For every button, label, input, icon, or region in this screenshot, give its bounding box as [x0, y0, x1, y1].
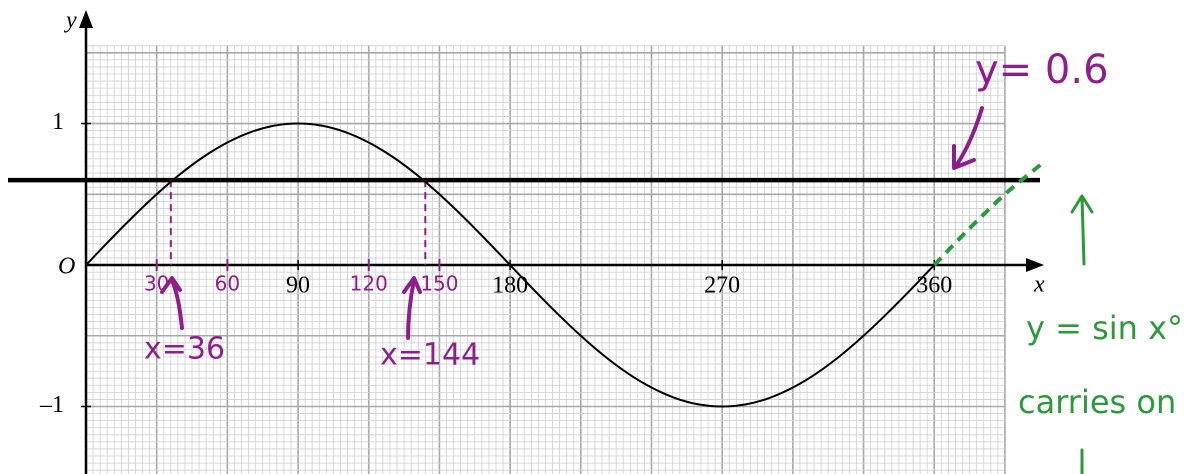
solution-label: x=144: [380, 338, 480, 373]
y-tick-label: –1: [39, 392, 64, 418]
handwritten-tick-label: 150: [420, 272, 458, 296]
arrow: [1070, 194, 1094, 266]
x-tick-label: 90: [286, 273, 310, 299]
origin-label: O: [58, 254, 75, 280]
plot: 90 180 270 360 1 –1 30 60 120 150: [8, 10, 1044, 474]
handwritten-tick-label: 60: [215, 272, 240, 296]
annotation: y = sin x°: [1026, 309, 1183, 347]
x-axis-label: x: [1033, 272, 1045, 298]
annotation: carries on: [1018, 383, 1176, 421]
series-line: [932, 163, 1042, 267]
x-tick-label: 270: [704, 273, 740, 299]
arrow: [952, 106, 984, 170]
x-tick-label: 360: [916, 273, 952, 299]
y-axis-label: y: [64, 8, 77, 34]
arrow: [402, 276, 422, 340]
arrow: [160, 276, 184, 330]
handwritten-tick-label: 30: [144, 272, 169, 296]
handwritten-tick-label: 120: [350, 272, 388, 296]
x-tick-label: 180: [492, 273, 528, 299]
x-axis-arrow: [1026, 258, 1044, 273]
grid: [85, 45, 1006, 474]
solution-label: x=36: [144, 332, 225, 367]
y-tick-label: 1: [52, 109, 64, 135]
series-line: [85, 122, 935, 408]
hline-label: y= 0.6: [975, 47, 1109, 93]
y-axis-arrow: [79, 10, 94, 28]
arrows: [160, 106, 1094, 474]
